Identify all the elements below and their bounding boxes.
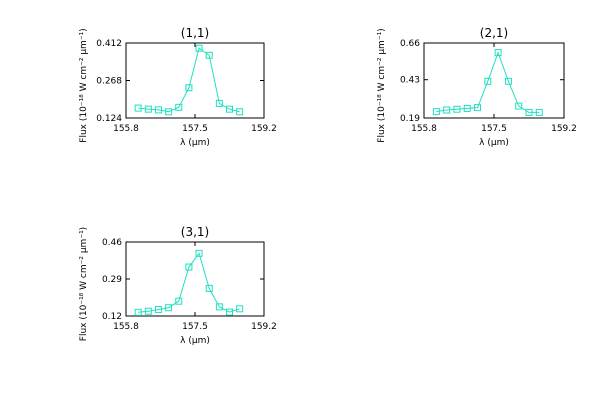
y-tick-label: 0.66 (400, 39, 420, 49)
chart-title: (2,1) (480, 26, 508, 40)
chart-panel-1: (1,1) 155.8 157.5 159.2 0.124 0.268 0.412 λ (μm… (79, 26, 277, 148)
y-tick-label: 0.12 (102, 312, 122, 322)
y-tick-label: 0.268 (96, 77, 122, 87)
chart-title: (1,1) (181, 26, 209, 40)
data-point (205, 284, 213, 292)
data-point (134, 104, 142, 112)
y-tick-label: 0.412 (96, 39, 122, 49)
data-point (474, 104, 482, 112)
data-point (453, 105, 461, 113)
data-point (226, 105, 233, 113)
data-point (236, 108, 244, 116)
data-point (165, 108, 173, 116)
x-tick-label: 155.8 (113, 124, 139, 134)
x-axis-label: λ (μm) (180, 138, 210, 148)
data-point (236, 305, 244, 313)
data-point (144, 307, 152, 315)
y-axis-label: Flux (10⁻¹⁸ W cm⁻² μm⁻¹) (377, 28, 387, 142)
chart-title: (3,1) (181, 225, 209, 239)
y-axis-label: Flux (10⁻¹⁸ W cm⁻² μm⁻¹) (79, 28, 89, 142)
y-tick-label: 0.46 (102, 238, 122, 248)
data-point (195, 44, 203, 52)
data-point (484, 77, 492, 85)
y-axis-label: Flux (10⁻¹⁸ W cm⁻² μm⁻¹) (79, 227, 89, 341)
data-point (205, 51, 213, 59)
data-point (463, 104, 471, 112)
data-point (494, 49, 502, 57)
data-point (432, 108, 440, 116)
x-tick-label: 159.2 (251, 124, 277, 134)
data-point (134, 308, 142, 316)
x-tick-label: 155.8 (411, 124, 437, 134)
data-point (215, 303, 223, 311)
x-tick-label: 157.5 (481, 124, 507, 134)
series-line (138, 47, 240, 113)
data-point (165, 304, 173, 312)
data-point (185, 263, 193, 271)
x-tick-label: 155.8 (113, 322, 139, 332)
x-tick-label: 157.5 (182, 322, 208, 332)
data-point (215, 99, 223, 107)
data-point (515, 102, 523, 110)
data-point (535, 108, 543, 116)
series-line (138, 252, 240, 313)
data-point (525, 108, 533, 116)
data-point (185, 84, 193, 92)
y-tick-label: 0.124 (96, 114, 122, 124)
data-point (504, 77, 512, 85)
plot-frame (125, 241, 265, 317)
x-tick-label: 159.2 (251, 322, 277, 332)
data-point (195, 249, 203, 257)
y-tick-label: 0.19 (400, 114, 420, 124)
data-point (175, 297, 183, 305)
data-point (144, 105, 152, 113)
data-point (226, 308, 233, 316)
x-tick-label: 157.5 (182, 124, 208, 134)
data-point (175, 103, 183, 111)
plot-frame (125, 42, 265, 119)
chart-panel-2: (2,1) 155.8 157.5 159.2 0.19 0.43 0.66 λ (μm) Fl… (377, 26, 577, 148)
y-tick-label: 0.29 (102, 275, 122, 285)
series-line (436, 51, 540, 113)
data-point (154, 305, 162, 313)
x-axis-label: λ (μm) (180, 336, 210, 346)
data-point (443, 106, 451, 114)
y-tick-label: 0.43 (400, 76, 420, 86)
chart-panel-3: (3,1) 155.8 157.5 159.2 0.12 0.29 0.46 λ (μm) Fl… (79, 225, 277, 346)
data-point (154, 106, 162, 114)
x-tick-label: 159.2 (551, 124, 577, 134)
x-axis-label: λ (μm) (479, 138, 509, 148)
